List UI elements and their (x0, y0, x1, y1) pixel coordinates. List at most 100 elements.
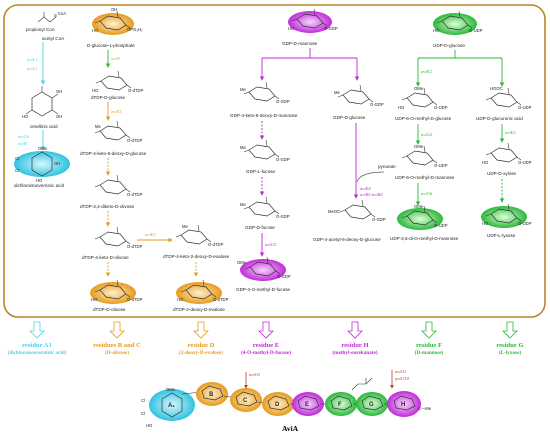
ring-g: G (356, 392, 388, 416)
svg-text:(L-lyxose): (L-lyxose) (499, 349, 521, 356)
svg-text:O-GDP: O-GDP (277, 274, 291, 279)
svg-text:(2-deoxy-D-evalose): (2-deoxy-D-evalose) (179, 349, 223, 356)
svg-text:B: B (209, 392, 214, 398)
udp-d-glucose-label: UDP-D-glucose (433, 43, 465, 48)
enzyme-avio1-right: aviO1 (395, 369, 406, 374)
pathway-frame (3, 4, 546, 318)
svg-text:HO: HO (398, 105, 405, 110)
gdp-d-glucose-label: GDP-D-glucose (333, 115, 366, 120)
residue-g: residue G (L-lyxose) (496, 321, 524, 356)
svg-text:residue A1: residue A1 (22, 342, 52, 349)
gdp-4-keto-6-deoxy-d-mannose-label: GDP-4-keto-6-deoxy-D-mannose (230, 113, 298, 118)
hollow-down-arrow-icon (193, 321, 209, 339)
enzyme-avil2: aviL2 (27, 66, 38, 71)
svg-text:O-dTDP: O-dTDP (127, 244, 143, 249)
svg-text:O-UDP: O-UDP (518, 160, 532, 165)
svg-text:F: F (338, 402, 342, 408)
hollow-down-arrow-icon (258, 321, 274, 339)
hexose-ring-icon: O-GDP Me (240, 196, 290, 219)
propionyl-coa-structure: S CoA (37, 11, 66, 23)
hollow-down-arrow-icon (29, 321, 45, 339)
hexose-ring-icon: O-dTDP HO (92, 70, 144, 93)
udp-d-glucuronic-acid-label: UDP-D-glucuronic acid (476, 116, 523, 121)
enzyme-avie2: aviE2 (505, 130, 516, 135)
svg-text:HOOC: HOOC (490, 86, 503, 91)
acetyl-coa-label: acetyl CoA (42, 36, 65, 41)
hollow-down-arrow-icon (502, 321, 518, 339)
hexose-ring-icon: O-dTDP HO (90, 279, 143, 304)
svg-text:O-GDP: O-GDP (372, 217, 386, 222)
hexose-ring-icon: O-UDP HO (482, 142, 532, 165)
svg-text:residue F: residue F (416, 342, 442, 349)
svg-text:C: C (243, 398, 248, 404)
hexose-ring-icon: O-dTDP (94, 226, 143, 249)
svg-text:OMe: OMe (166, 387, 176, 392)
svg-text:Me: Me (95, 124, 101, 129)
svg-text:Me: Me (334, 90, 340, 95)
svg-text:O-UDP: O-UDP (434, 163, 448, 168)
udp-6-o-methyl-d-glucose-label: UDP-6-O-methyl-D-glucose (395, 116, 452, 121)
enzyme-avig2: aviG2 (421, 132, 433, 137)
svg-text:A₁: A₁ (168, 403, 175, 409)
hexose-ring-icon: OH OPO₃H₂ HO (92, 7, 143, 35)
d-glucose-1-phosphate-label: D-glucose-1-phosphate (87, 43, 135, 48)
svg-text:OMe: OMe (414, 86, 424, 91)
svg-text:OMe: OMe (38, 146, 48, 151)
enzyme-avie2: aviE2 (421, 69, 432, 74)
svg-text:Me: Me (182, 224, 188, 229)
svg-text:E: E (305, 402, 309, 408)
enzyme-avid: aviD (111, 56, 121, 61)
ring-h: H C—Me (387, 391, 432, 417)
svg-text:OMe: OMe (414, 204, 424, 209)
ring-c: C (230, 388, 262, 412)
enzyme-avio1-left: aviO1 (249, 372, 260, 377)
svg-text:OPO₃H₂: OPO₃H₂ (127, 27, 143, 32)
hexose-ring-icon: O-UDP OMe HO (398, 86, 448, 110)
dtdp-2-deoxy-d-evalose-label: dTDP-2-deoxy-D-evalose (173, 307, 225, 312)
svg-text:S: S (54, 13, 57, 18)
residue-a1: residue A1 (dichloroisoeverninic acid) (8, 321, 67, 356)
svg-text:OH: OH (56, 89, 62, 94)
svg-text:O-UDP: O-UDP (434, 105, 448, 110)
propionyl-coa-label: propionyl CoA (26, 27, 56, 32)
svg-text:O-UDP: O-UDP (434, 223, 448, 228)
orsellinic-acid-label: orsellinic acid (30, 124, 58, 129)
residue-e: residue E (4-O-methyl-D-fucose) (241, 321, 291, 356)
svg-text:O-dTDP: O-dTDP (127, 138, 143, 143)
svg-text:Cl: Cl (15, 156, 19, 161)
gdp-4-acetyl-6-deoxy-d-glucose-label: GDP-4-acetyl-6-deoxy-D-glucose (313, 237, 381, 242)
svg-text:H: H (401, 402, 405, 408)
svg-text:O-GDP: O-GDP (324, 26, 338, 31)
svg-text:G: G (369, 402, 374, 408)
column-orsellinate: S CoA propionyl CoA acetyl CoA aviL1 aviL… (14, 11, 70, 188)
branch-connector (262, 48, 357, 59)
svg-text:Me: Me (240, 87, 246, 92)
svg-text:Me: Me (240, 202, 246, 207)
svg-text:OMe: OMe (414, 144, 424, 149)
svg-text:O-dTDP: O-dTDP (208, 242, 224, 247)
dtdp-d-olivose-label: dTDP-D-olivose (93, 307, 126, 312)
svg-text:OH: OH (56, 114, 62, 119)
dtdp-d-glucose-label: dTDP-D-glucose (91, 95, 125, 100)
svg-text:residue H: residue H (341, 342, 369, 349)
dtdp-3-4-diketo-d-olivose-label: dTDP-3,4-diketo-D-olivose (80, 204, 135, 209)
svg-text:HO: HO (92, 28, 99, 33)
gdp-4-o-methyl-d-fucose-label: GDP-4-O-methyl-D-fucose (236, 287, 291, 292)
svg-text:Cl: Cl (141, 411, 145, 416)
hexose-ring-icon: O-GDP OMe (237, 256, 291, 281)
enzyme-avig4: aviG4 (18, 134, 30, 139)
svg-text:O-GDP: O-GDP (276, 99, 290, 104)
enzyme-avie1: aviE1 (111, 109, 122, 114)
svg-text:HO: HO (482, 160, 489, 165)
ring-b: B (196, 382, 228, 406)
dtdp-4-keto-6-deoxy-d-glucose-label: dTDP-4-keto-6-deoxy-D-glucose (80, 151, 147, 156)
svg-text:HO: HO (177, 297, 184, 302)
hexose-ring-icon: O-UDP OMe (401, 144, 448, 168)
hexose-ring-icon: O-GDP MeOC (328, 199, 386, 222)
svg-text:O-GDP: O-GDP (276, 214, 290, 219)
svg-text:residue G: residue G (496, 342, 523, 349)
svg-text:HO: HO (22, 114, 29, 119)
column-udp-sugars: O-UDP HO UDP-D-glucose aviE2 O-UDP OMe HO U… (390, 10, 532, 241)
hexose-ring-icon: O-UDP HO (433, 10, 483, 35)
